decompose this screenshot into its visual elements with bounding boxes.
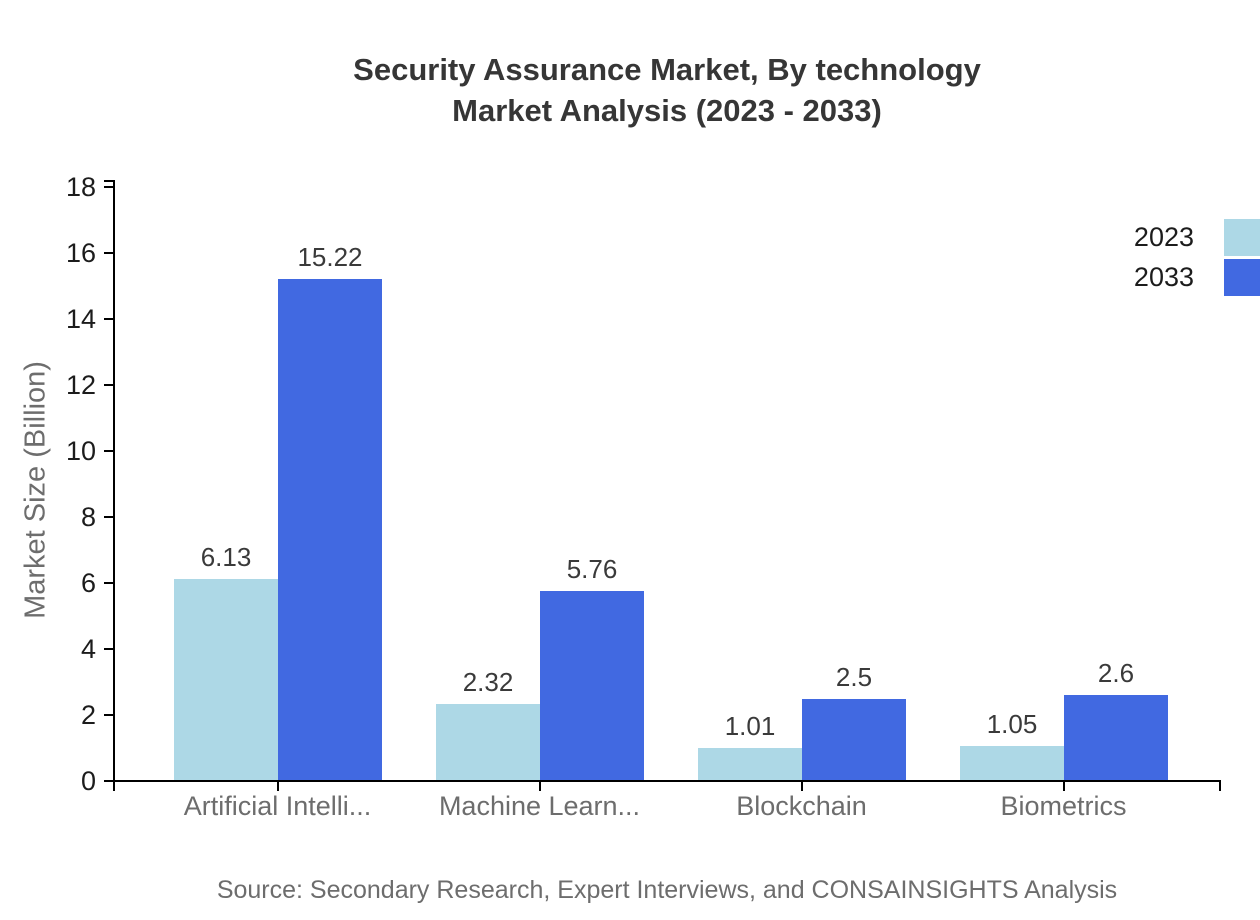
bar — [1064, 695, 1168, 780]
y-axis-tick — [104, 516, 113, 518]
x-axis-tick — [800, 782, 803, 791]
y-axis-tick-label: 2 — [80, 700, 96, 730]
chart-title: Security Assurance Market, By technology… — [113, 49, 1221, 131]
bar-value-label: 2.6 — [1097, 658, 1135, 688]
y-axis-tick-label: 12 — [65, 370, 96, 400]
legend-item: 2023 — [1124, 219, 1260, 256]
bar-value-label: 15.22 — [297, 242, 363, 272]
y-axis-tick-label: 18 — [65, 172, 96, 202]
y-axis-tick — [104, 648, 113, 650]
x-axis-tick — [276, 782, 279, 791]
bar-value-label: 1.01 — [724, 711, 776, 741]
y-axis-tick — [104, 318, 113, 320]
legend-label: 2033 — [1133, 262, 1194, 292]
bar — [540, 591, 644, 780]
source-caption: Source: Secondary Research, Expert Inter… — [216, 876, 1118, 904]
x-axis-left-cap — [113, 782, 115, 791]
chart-plot-area: 0 2 4 6 8 10 12 14 16 18 6.13 2.32 1.01 1.05 15.22 5.76… — [66, 172, 1221, 821]
bar — [278, 279, 382, 780]
bar-value-label: 2.5 — [835, 662, 873, 692]
x-axis-tick — [538, 782, 541, 791]
x-axis-line — [113, 780, 1221, 782]
y-axis-tick — [104, 252, 113, 254]
bar-value-label: 2.32 — [462, 667, 514, 697]
y-axis-tick — [104, 384, 113, 386]
x-axis-tick — [1062, 782, 1065, 791]
x-axis-category-label: Machine Learn... — [438, 791, 641, 821]
bar — [174, 579, 278, 780]
bar-value-label: 5.76 — [566, 554, 618, 584]
y-axis-tick-label: 10 — [65, 436, 96, 466]
y-axis-tick-label: 16 — [65, 238, 96, 268]
y-axis-line — [113, 180, 115, 782]
y-axis-tick-label: 6 — [80, 568, 96, 598]
x-axis-category-label: Biometrics — [1000, 791, 1127, 821]
y-axis-tick-label: 8 — [80, 502, 96, 532]
x-axis-right-cap — [1219, 782, 1221, 791]
bar-value-label: 6.13 — [200, 542, 252, 572]
y-axis-tick-label: 4 — [80, 634, 96, 664]
y-axis-tick-label: 0 — [80, 766, 96, 796]
x-axis-category-label: Artificial Intelli... — [183, 791, 372, 821]
y-axis-tick — [104, 450, 113, 452]
y-axis-tick — [104, 186, 113, 188]
y-axis-tick — [104, 780, 113, 782]
y-axis-tick-label: 14 — [65, 304, 96, 334]
legend-label: 2023 — [1133, 222, 1194, 252]
legend-swatch — [1224, 219, 1260, 256]
bar — [802, 699, 906, 780]
bar — [960, 746, 1064, 780]
y-axis-tick — [104, 582, 113, 584]
x-axis-category-label: Blockchain — [736, 791, 867, 821]
bar — [436, 704, 540, 780]
bar — [698, 748, 802, 780]
chart-title-line1: Security Assurance Market, By technology — [353, 52, 981, 87]
chart-legend: 2023 2033 — [1124, 219, 1260, 299]
chart-title-line2: Market Analysis (2023 - 2033) — [452, 93, 882, 128]
y-axis-tick — [104, 714, 113, 716]
y-axis-top-cap — [104, 180, 115, 182]
bar-value-label: 1.05 — [986, 709, 1038, 739]
legend-item: 2033 — [1124, 259, 1260, 296]
legend-swatch — [1224, 259, 1260, 296]
